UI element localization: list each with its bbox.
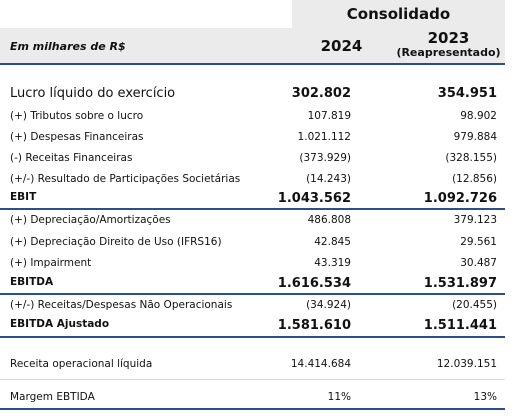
value-2024: 486.808 bbox=[307, 214, 351, 226]
row-label: (+) Despesas Financeiras bbox=[10, 131, 144, 143]
header-divider bbox=[0, 63, 505, 65]
row-label: (+) Impairment bbox=[10, 257, 92, 269]
value-2023: (328.155) bbox=[445, 152, 497, 164]
value-2024: 1.581.610 bbox=[277, 318, 351, 333]
row-label: (-) Receitas Financeiras bbox=[10, 152, 133, 164]
value-2024: 43.319 bbox=[314, 257, 351, 269]
row-label: (+) Tributos sobre o lucro bbox=[10, 110, 144, 122]
value-2023: 12.039.151 bbox=[436, 358, 497, 370]
value-2023: 354.951 bbox=[437, 86, 497, 101]
section-separator bbox=[0, 379, 505, 380]
value-2023: 379.123 bbox=[453, 214, 497, 226]
value-2023: 1.511.441 bbox=[423, 318, 497, 333]
value-2023: 29.561 bbox=[460, 236, 497, 248]
value-2023: 13% bbox=[473, 391, 497, 403]
ebitda-divider bbox=[0, 293, 505, 295]
value-2023: 30.487 bbox=[460, 257, 497, 269]
unit-label: Em milhares de R$ bbox=[10, 40, 126, 53]
row-label: EBIT bbox=[10, 191, 37, 203]
value-2024: 302.802 bbox=[291, 86, 351, 101]
year-2024-header: 2024 bbox=[320, 37, 363, 55]
value-2024: 14.414.684 bbox=[290, 358, 351, 370]
ebit-divider bbox=[0, 208, 505, 210]
row-label: (+) Depreciação/Amortizações bbox=[10, 214, 171, 226]
row-label: Receita operacional líquida bbox=[10, 358, 153, 370]
row-label: Lucro líquido do exercício bbox=[10, 86, 176, 101]
value-2024: 1.021.112 bbox=[297, 131, 351, 143]
value-2023: 1.531.897 bbox=[423, 276, 497, 291]
value-2024: (14.243) bbox=[306, 173, 351, 185]
consolidado-header: Consolidado bbox=[292, 0, 505, 28]
value-2024: 42.845 bbox=[314, 236, 351, 248]
value-2023: 979.884 bbox=[453, 131, 497, 143]
value-2024: (34.924) bbox=[306, 299, 351, 311]
value-2024: (373.929) bbox=[299, 152, 351, 164]
value-2024: 107.819 bbox=[307, 110, 351, 122]
value-2024: 1.616.534 bbox=[277, 276, 351, 291]
row-label: Margem EBTIDA bbox=[10, 391, 95, 403]
header-band bbox=[0, 28, 505, 64]
row-label: (+/-) Resultado de Participações Societá… bbox=[10, 173, 241, 185]
row-label: EBITDA Ajustado bbox=[10, 318, 110, 330]
bottom-divider bbox=[0, 408, 505, 410]
row-label: (+/-) Receitas/Despesas Não Operacionais bbox=[10, 299, 233, 311]
row-label: EBITDA bbox=[10, 276, 54, 288]
value-2023: 98.902 bbox=[460, 110, 497, 122]
value-2023: (20.455) bbox=[452, 299, 497, 311]
value-2024: 1.043.562 bbox=[277, 191, 351, 206]
value-2024: 11% bbox=[327, 391, 351, 403]
ebitda-ajustado-divider bbox=[0, 336, 505, 338]
year-2023-header: 2023 (Reapresentado) bbox=[392, 30, 505, 59]
value-2023: 1.092.726 bbox=[423, 191, 497, 206]
row-label: (+) Depreciação Direito de Uso (IFRS16) bbox=[10, 236, 222, 248]
restated-note: (Reapresentado) bbox=[396, 46, 501, 59]
year-2023-label: 2023 bbox=[427, 29, 470, 47]
value-2023: (12.856) bbox=[452, 173, 497, 185]
